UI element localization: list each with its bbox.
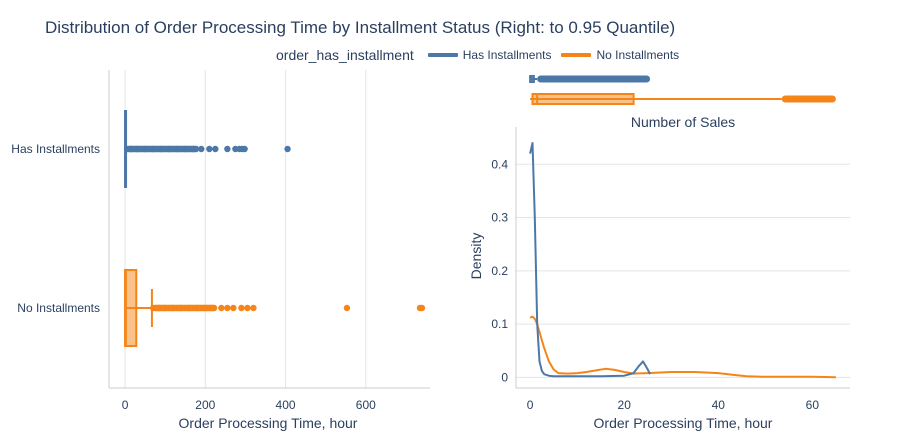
left-outlier-point (241, 145, 248, 153)
right-y-tick-label: 0.4 (491, 157, 508, 171)
left-outlier-point (343, 304, 351, 312)
right-y-tick-label: 0.1 (491, 317, 508, 331)
left-outlier-point (230, 304, 237, 312)
left-outlier-point (198, 145, 205, 153)
legend-label-has: Has Installments (462, 48, 552, 62)
left-gridlines: 0 200 400 600 (108, 70, 430, 412)
right-x-tick-label: 0 (527, 398, 534, 412)
left-outlier-point (250, 304, 257, 312)
density-line-no-installments (529, 315, 836, 379)
right-y-axis-label: Density (468, 233, 484, 280)
right-marginal-box (531, 93, 635, 105)
left-x-tick-label: 200 (195, 398, 215, 412)
left-box-plot: Has Installments No Installments (11, 110, 426, 347)
left-x-tick-label: 600 (356, 398, 376, 412)
left-x-axis-label: Order Processing Time, hour (179, 415, 358, 431)
right-subplot-title: Number of Sales (631, 114, 735, 130)
left-outlier-band (151, 304, 218, 312)
legend-title: order_has_installment (276, 47, 414, 63)
left-outlier-point (418, 304, 426, 312)
left-category-label: Has Installments (11, 142, 100, 156)
left-outlier-point (218, 304, 225, 312)
left-x-tick-label: 400 (276, 398, 296, 412)
right-x-tick-label: 20 (618, 398, 632, 412)
left-outlier-point (206, 145, 213, 153)
left-x-tick-label: 0 (122, 398, 129, 412)
right-marginal-outlier-band (537, 75, 651, 83)
right-y-tick-label: 0 (501, 370, 508, 384)
right-y-tick-label: 0.2 (491, 264, 508, 278)
right-x-axis-label: Order Processing Time, hour (594, 415, 773, 431)
chart-title: Distribution of Order Processing Time by… (45, 18, 676, 37)
right-density-plot (529, 142, 836, 379)
right-gridlines: 0 0.1 0.2 0.3 0.4 0 20 40 60 (491, 127, 850, 412)
legend-label-no: No Installments (596, 48, 680, 62)
legend: order_has_installment Has Installments N… (276, 47, 689, 63)
left-outlier-point (284, 145, 291, 153)
legend-swatch-has (427, 53, 458, 57)
left-outlier-point (212, 145, 219, 153)
left-outlier-band (125, 145, 200, 153)
right-marginal-outlier-band (781, 95, 836, 103)
left-outlier-point (244, 304, 251, 312)
density-line-has-installments (529, 142, 651, 378)
legend-swatch-no (561, 53, 592, 57)
left-outlier-point (224, 145, 231, 153)
legend-item-has-installments[interactable]: Has Installments (427, 48, 552, 62)
legend-item-no-installments[interactable]: No Installments (561, 48, 679, 62)
right-x-tick-label: 40 (712, 398, 726, 412)
left-category-label: No Installments (17, 301, 100, 315)
right-box-marginal (529, 75, 836, 105)
right-y-tick-label: 0.3 (491, 211, 508, 225)
right-x-tick-label: 60 (806, 398, 820, 412)
left-outlier-point (238, 304, 245, 312)
left-outlier-point (224, 304, 231, 312)
